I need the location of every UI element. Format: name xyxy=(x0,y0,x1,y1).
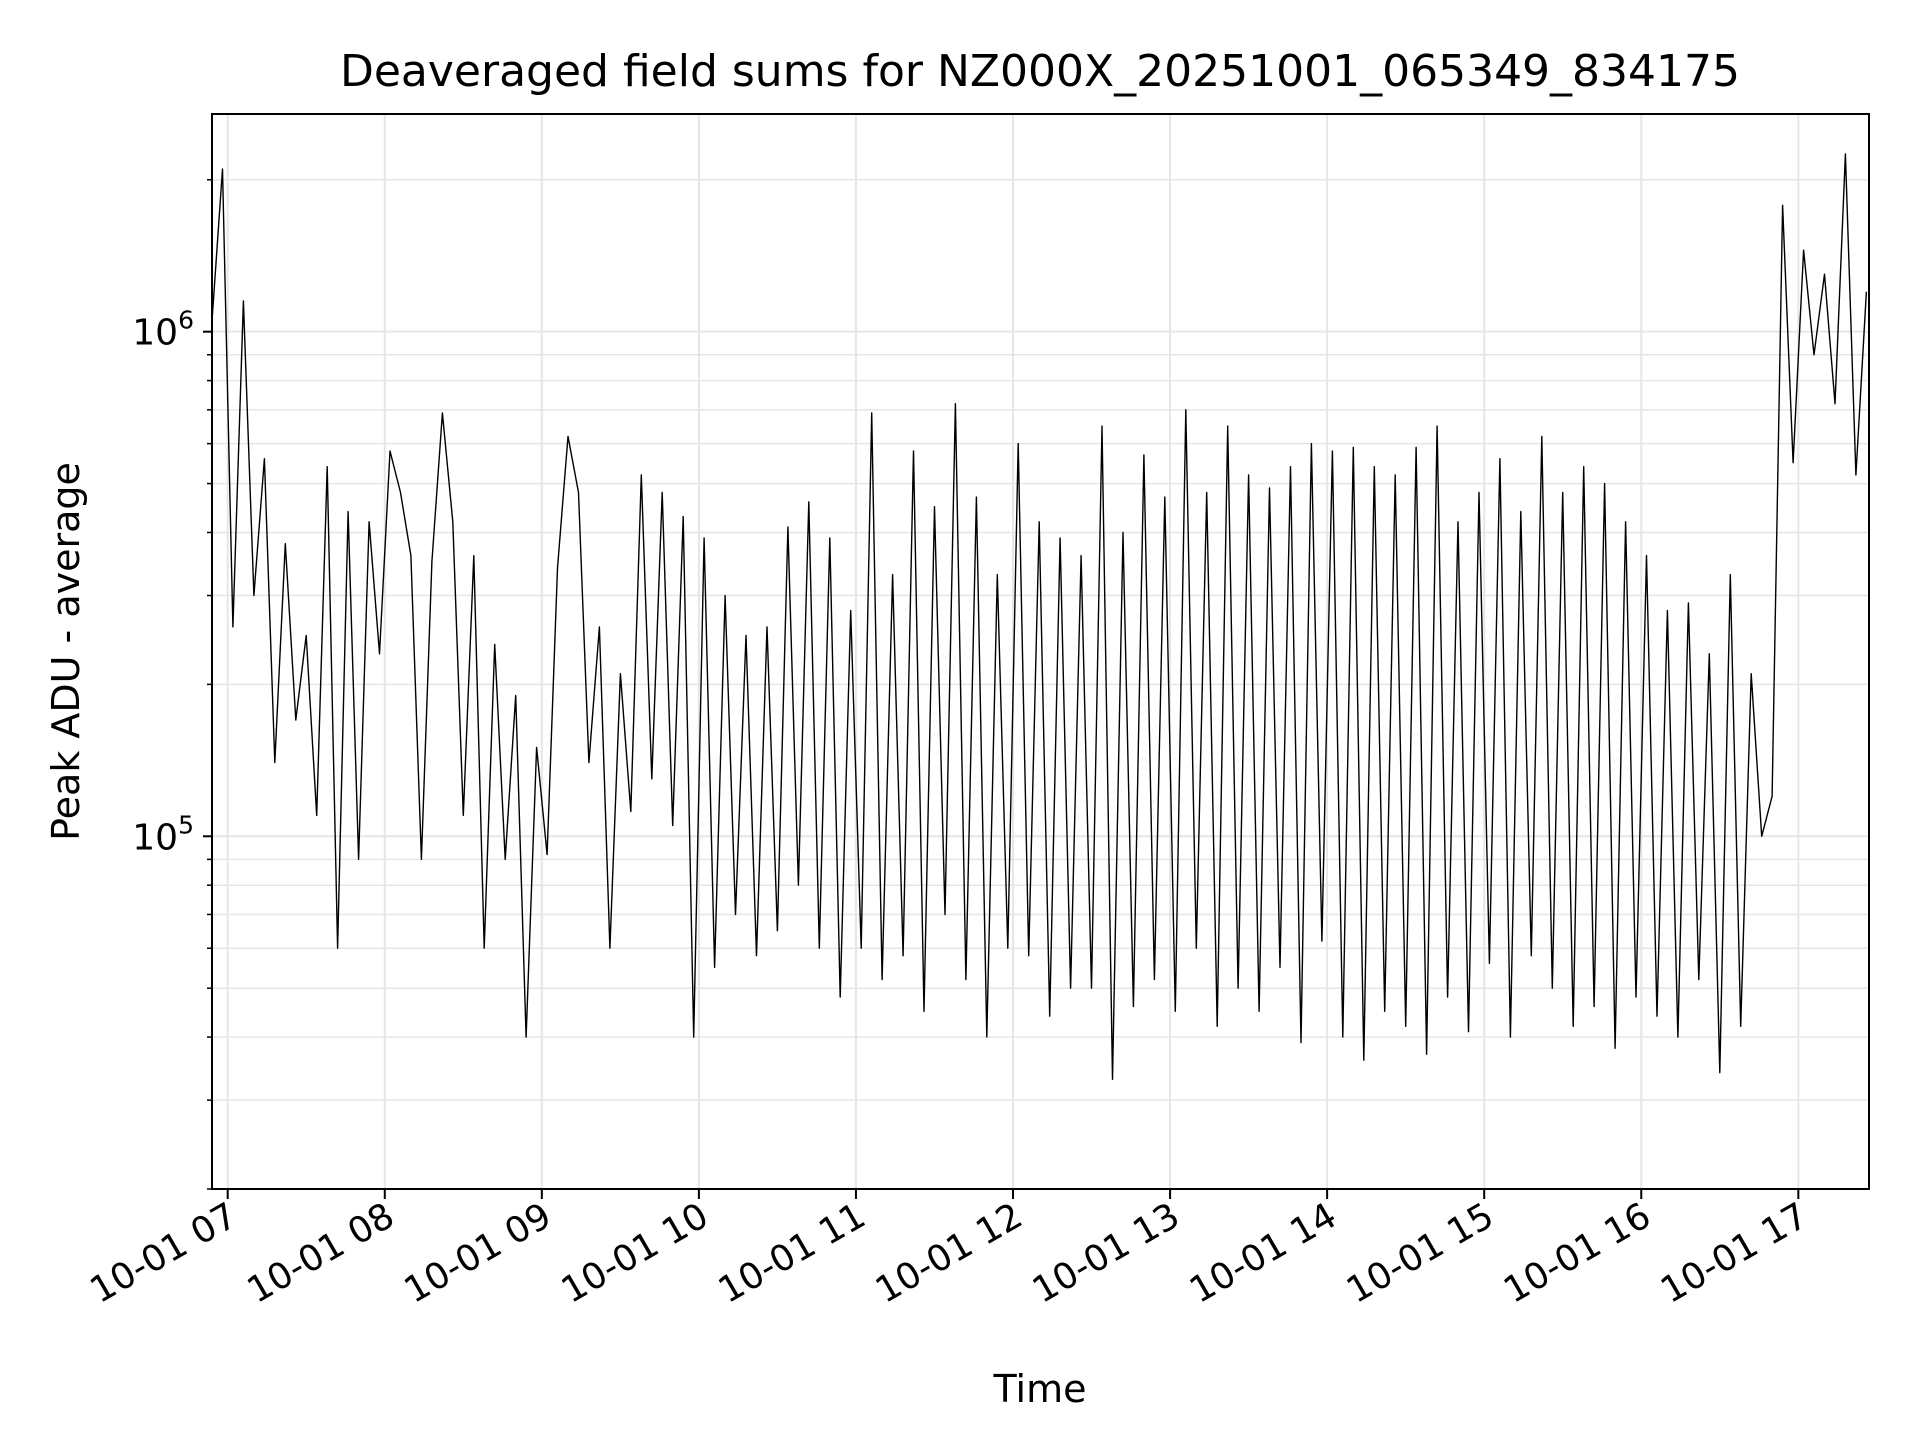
y-tick-label: 105 xyxy=(132,810,194,858)
y-tick-label: 106 xyxy=(132,306,194,354)
y-axis-label: Peak ADU - average xyxy=(44,462,88,841)
x-axis-label: Time xyxy=(993,1367,1087,1411)
y-tick-label-exponent: 6 xyxy=(178,306,194,335)
plot-frame xyxy=(211,113,1870,1190)
chart-title: Deaveraged field sums for NZ000X_2025100… xyxy=(340,46,1740,97)
x-gridlines xyxy=(226,114,1800,1189)
y-tick-label-base: 10 xyxy=(132,313,178,354)
y-tick-label-exponent: 5 xyxy=(178,810,194,839)
series-line xyxy=(211,153,1868,1081)
y-tick-label-base: 10 xyxy=(132,817,178,858)
y-gridlines xyxy=(212,179,1869,1190)
